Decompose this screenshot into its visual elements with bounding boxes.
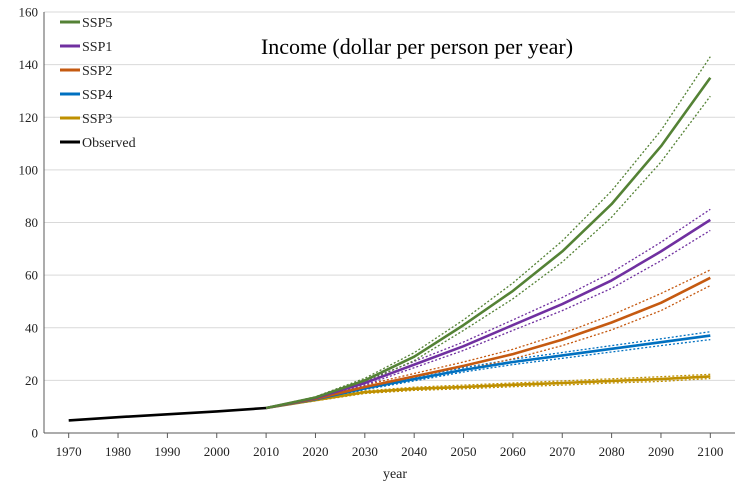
x-tick-label: 2020 (302, 444, 328, 459)
legend-label-observed: Observed (82, 136, 136, 151)
y-tick-label: 100 (19, 162, 39, 177)
x-tick-label: 2060 (500, 444, 526, 459)
x-tick-label: 2000 (204, 444, 230, 459)
x-axis-title: year (383, 467, 407, 482)
x-tick-label: 2090 (648, 444, 674, 459)
y-tick-label: 160 (19, 5, 39, 20)
y-tick-label: 80 (25, 215, 38, 230)
series-ssp5-upper-bound (265, 56, 711, 409)
x-tick-label: 2050 (451, 444, 477, 459)
series-ssp1-line (265, 218, 711, 410)
x-tick-label: 2080 (599, 444, 625, 459)
series-observed-line (68, 406, 267, 422)
legend-label-ssp3: SSP3 (82, 112, 112, 127)
axes (43, 12, 735, 438)
legend-label-ssp1: SSP1 (82, 40, 112, 55)
legend: SSP5 SSP1 SSP2 SSP4 SSP3 Observed (60, 16, 136, 151)
x-tick-label: 2010 (253, 444, 279, 459)
x-tick-label: 1980 (105, 444, 131, 459)
legend-label-ssp5: SSP5 (82, 16, 112, 31)
y-tick-label: 20 (25, 373, 38, 388)
x-tick-label: 1970 (56, 444, 82, 459)
y-tick-label: 140 (19, 57, 39, 72)
gridlines (44, 11, 735, 381)
series-ssp1-lower-bound (265, 229, 711, 409)
x-tick-label: 2100 (697, 444, 723, 459)
legend-label-ssp4: SSP4 (82, 88, 112, 103)
series-ssp3-line (265, 375, 711, 410)
chart-title: Income (dollar per person per year) (261, 34, 573, 59)
x-tick-label: 1990 (154, 444, 180, 459)
y-tick-label: 40 (25, 320, 38, 335)
series-ssp3-upper-bound (265, 373, 711, 409)
series-ssp2-line (265, 276, 711, 410)
plot-area (68, 56, 712, 422)
y-tick-label: 60 (25, 268, 38, 283)
x-tick-label: 2070 (549, 444, 575, 459)
series-ssp2-lower-bound (265, 285, 711, 409)
legend-label-ssp2: SSP2 (82, 64, 112, 79)
series-ssp4-lower-bound (265, 338, 711, 409)
x-tick-label: 2030 (352, 444, 378, 459)
y-tick-label: 120 (19, 110, 39, 125)
series-ssp4-upper-bound (265, 331, 711, 409)
series-ssp5-line (265, 77, 712, 410)
x-tick-label: 2040 (401, 444, 427, 459)
y-tick-label: 0 (32, 426, 39, 441)
series-ssp2-upper-bound (265, 269, 711, 409)
